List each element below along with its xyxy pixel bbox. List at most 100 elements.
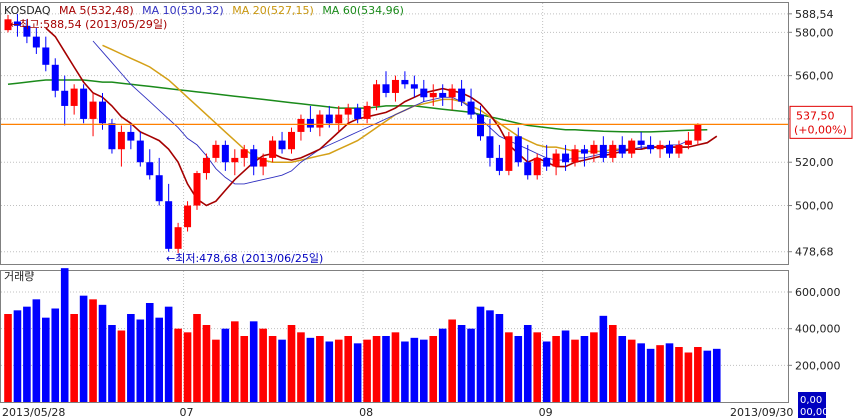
volume-bar xyxy=(391,332,400,402)
candle-body xyxy=(269,140,277,158)
candle-body xyxy=(401,79,409,85)
high-annotation: ←최고:588,54 (2013/05/29일) xyxy=(10,17,167,31)
candle-body xyxy=(552,153,560,167)
candle-body xyxy=(477,114,484,137)
candle-body xyxy=(580,149,588,154)
candle-body xyxy=(391,79,399,93)
volume-bar xyxy=(259,328,267,402)
legend-ma60: MA 60(534,96) xyxy=(322,4,404,17)
candle-body xyxy=(618,144,626,154)
price-tick-label: 520,00 xyxy=(795,156,834,169)
candle-body xyxy=(486,136,494,158)
volume-bar xyxy=(316,336,324,402)
low-annotation: ←최저:478,68 (2013/06/25일) xyxy=(166,251,323,265)
volume-bar xyxy=(136,319,145,402)
candle-body xyxy=(684,140,692,145)
volume-bar xyxy=(420,339,428,402)
ma5-line xyxy=(45,27,718,207)
volume-bar xyxy=(514,336,523,402)
chart-grid xyxy=(1,3,788,402)
volume-bar xyxy=(212,339,220,402)
volume-axis: 600,000 400,000 200,000 xyxy=(788,286,841,372)
volume-bar xyxy=(249,321,258,402)
volume-bar xyxy=(505,332,513,402)
candle-body xyxy=(420,88,428,98)
candle-body xyxy=(288,131,295,150)
volume-bar xyxy=(344,336,352,402)
candle-body xyxy=(675,144,683,154)
volume-bar xyxy=(448,319,456,402)
volume-bar xyxy=(495,314,504,402)
candle-body xyxy=(174,227,182,249)
volume-bar xyxy=(221,328,230,402)
volume-bar xyxy=(694,347,702,402)
candle-body xyxy=(694,124,702,141)
candle-body xyxy=(344,108,352,115)
volume-bar xyxy=(4,314,12,402)
candle-body xyxy=(599,144,607,158)
candle-body xyxy=(4,19,12,31)
candle-body xyxy=(666,144,673,154)
candle-body xyxy=(221,144,229,163)
volume-corner-label: 00,00 xyxy=(800,407,829,418)
volume-bar xyxy=(675,347,683,402)
date-tick-label: 08 xyxy=(359,406,373,419)
volume-bar xyxy=(202,325,211,402)
volume-bar xyxy=(665,343,674,402)
volume-bar xyxy=(334,339,343,402)
date-tick-label: 2013/05/28 xyxy=(2,406,65,419)
volume-bar xyxy=(174,328,182,402)
volume-bar xyxy=(278,339,286,402)
current-price-label: 537,50 xyxy=(796,109,835,122)
volume-corner-marker xyxy=(798,392,826,418)
legend-ma20: MA 20(527,15) xyxy=(232,4,314,17)
volume-bar xyxy=(486,310,494,402)
legend-ma5: MA 5(532,48) xyxy=(59,4,134,17)
candle-body xyxy=(429,92,437,98)
volume-bar xyxy=(523,325,532,402)
date-tick-label: 07 xyxy=(180,406,194,419)
volume-bar xyxy=(231,321,239,402)
volume-bar xyxy=(533,332,541,402)
candle-body xyxy=(628,140,636,154)
candle-body xyxy=(363,105,371,119)
volume-bar xyxy=(13,310,22,402)
volume-bar xyxy=(363,339,371,402)
current-price-box xyxy=(789,105,853,139)
volume-bar xyxy=(89,299,97,402)
candle-body xyxy=(590,144,598,154)
volume-bar xyxy=(599,315,608,402)
volume-bar xyxy=(712,348,721,402)
candle-body xyxy=(316,114,324,128)
candle-body xyxy=(467,101,475,115)
candle-body xyxy=(13,21,21,26)
candle-body xyxy=(495,157,503,171)
price-tick-label: 560,00 xyxy=(795,70,834,83)
candle-body xyxy=(127,131,135,141)
candle-body xyxy=(354,108,362,119)
volume-bar xyxy=(609,325,617,402)
volume-bar xyxy=(561,330,570,402)
candle-body xyxy=(23,25,31,37)
volume-bar xyxy=(155,317,163,402)
candle-body xyxy=(32,36,40,48)
candle-body xyxy=(51,64,59,91)
candle-body xyxy=(80,88,88,119)
candle-body xyxy=(202,157,210,174)
candle-body xyxy=(382,84,390,93)
volume-bar xyxy=(240,336,249,402)
candle-body xyxy=(647,144,655,150)
volume-tick-label: 200,000 xyxy=(795,359,841,372)
volume-bar xyxy=(637,343,645,402)
candle-body xyxy=(240,149,248,158)
volume-bar xyxy=(127,314,135,402)
volume-bar xyxy=(145,303,154,402)
moving-average-lines xyxy=(7,27,718,207)
candle-body xyxy=(99,101,106,124)
current-change-label: (+0,00%) xyxy=(794,123,847,136)
volume-bars xyxy=(4,268,721,402)
price-panel-frame xyxy=(0,2,789,265)
